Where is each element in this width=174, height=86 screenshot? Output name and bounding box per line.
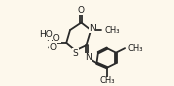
- Text: N: N: [85, 53, 92, 62]
- Text: N: N: [89, 24, 96, 33]
- Text: HO: HO: [47, 34, 60, 43]
- Text: CH₃: CH₃: [127, 44, 143, 53]
- Text: S: S: [72, 49, 78, 58]
- Text: HO: HO: [39, 30, 53, 39]
- Text: O: O: [78, 6, 85, 15]
- Text: CH₃: CH₃: [105, 26, 120, 35]
- Text: O: O: [50, 43, 57, 52]
- Text: CH₃: CH₃: [99, 76, 115, 85]
